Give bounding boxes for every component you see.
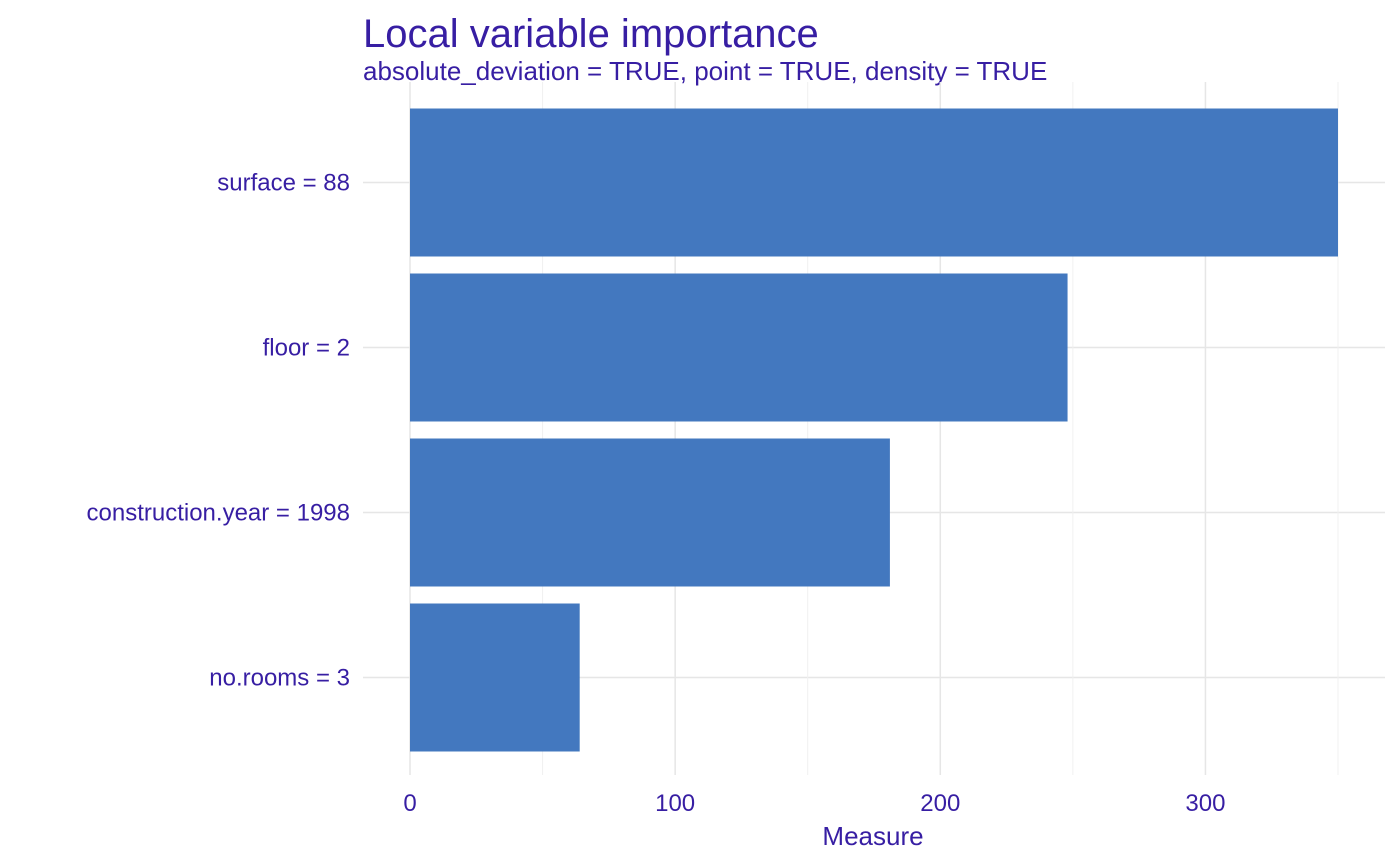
x-tick-label: 0 <box>403 790 416 817</box>
y-axis-labels: surface = 88 floor = 2 construction.year =… <box>87 170 351 692</box>
bar <box>410 603 580 752</box>
x-axis-title: Measure <box>822 821 923 851</box>
y-tick-label: floor = 2 <box>263 335 350 362</box>
x-tick-label: 200 <box>920 790 960 817</box>
y-tick-label: construction.year = 1998 <box>87 500 351 527</box>
y-tick-label: no.rooms = 3 <box>209 665 350 692</box>
x-tick-label: 100 <box>655 790 695 817</box>
bar <box>410 108 1338 257</box>
bar <box>410 438 890 587</box>
x-tick-label: 300 <box>1185 790 1225 817</box>
chart-subtitle: absolute_deviation = TRUE, point = TRUE,… <box>363 56 1048 86</box>
bars <box>410 108 1338 752</box>
bar <box>410 273 1068 422</box>
chart-title: Local variable importance <box>363 12 819 56</box>
x-axis-labels: 0 100 200 300 <box>403 790 1225 817</box>
y-tick-label: surface = 88 <box>217 170 350 197</box>
